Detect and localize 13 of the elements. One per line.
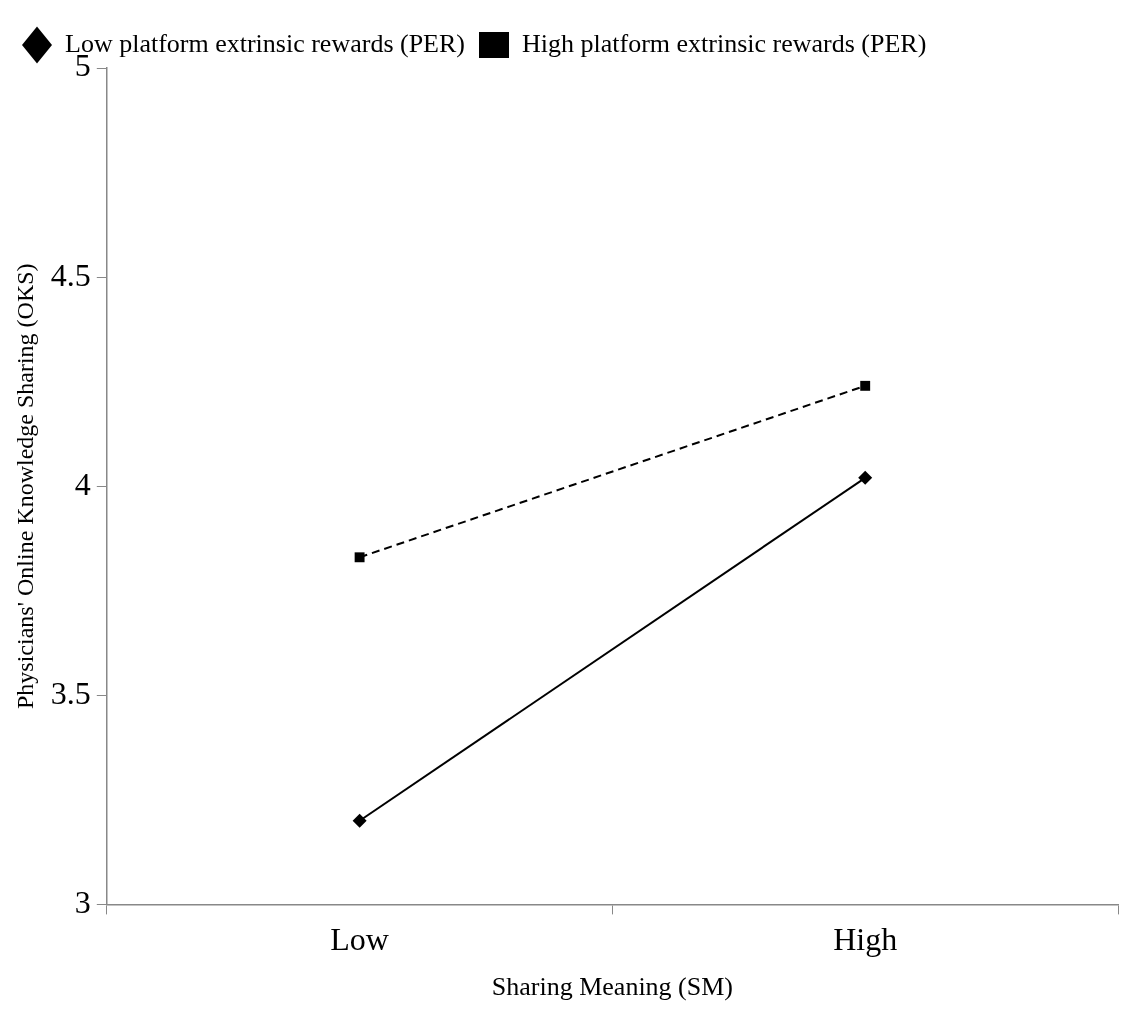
point — [858, 470, 873, 485]
point — [352, 813, 367, 828]
y-tick-label: 3 — [74, 883, 91, 920]
point — [354, 552, 365, 563]
y-tick-label: 4 — [74, 465, 91, 502]
y-tick-label: 3.5 — [50, 674, 91, 711]
y-axis-title: Physicians' Online Knowledge Sharing (OKS) — [11, 263, 38, 709]
x-axis-title: Sharing Meaning (SM) — [491, 972, 733, 1002]
y-tick-label: 4.5 — [50, 256, 91, 293]
x-tick-label: High — [833, 921, 898, 958]
legend-label: High platform extrinsic rewards (PER) — [522, 28, 927, 58]
x-tick-label: Low — [330, 921, 389, 958]
point — [860, 380, 871, 391]
